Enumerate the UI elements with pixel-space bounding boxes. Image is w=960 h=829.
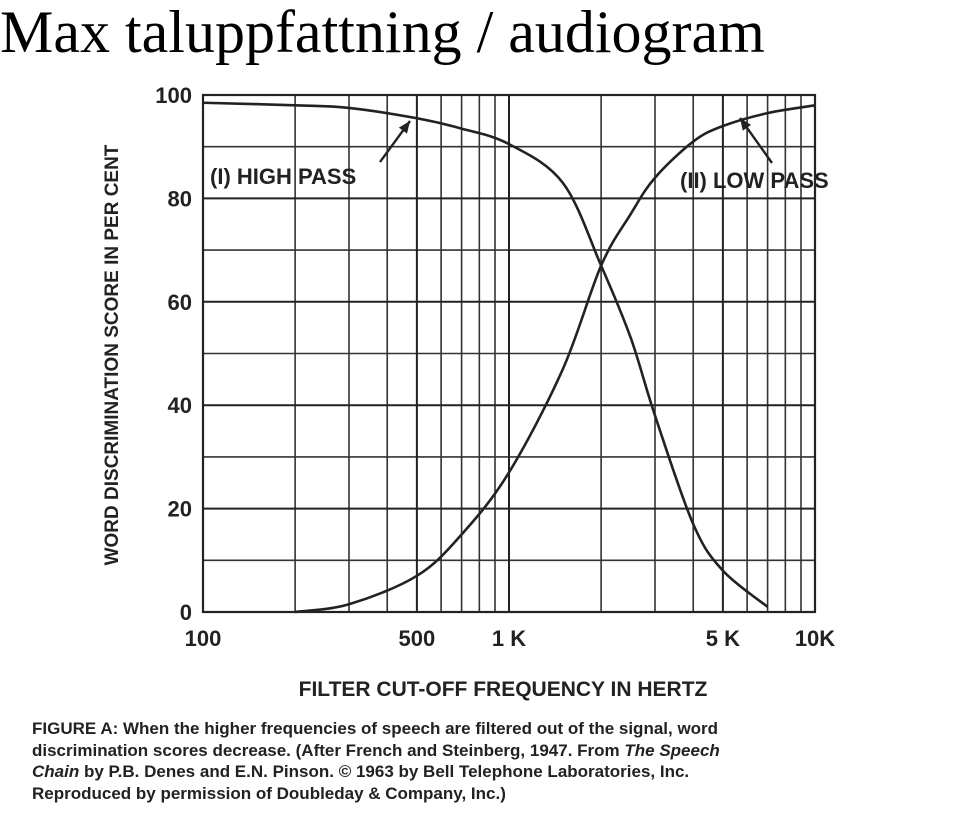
caption-text: Chain [32, 762, 80, 781]
y-tick-label: 20 [168, 497, 192, 522]
x-tick-label: 10K [795, 626, 835, 651]
plot-frame [201, 93, 817, 614]
caption-text: FIGURE A: When the higher frequencies of… [32, 719, 719, 738]
x-tick-label: 1 K [492, 626, 526, 651]
arrow-head [740, 118, 752, 131]
caption-text: by P.B. Denes and E.N. Pinson. © 1963 by… [79, 762, 690, 781]
caption-line: Chain by P.B. Denes and E.N. Pinson. © 1… [32, 761, 720, 783]
caption: FIGURE A: When the higher frequencies of… [32, 718, 720, 804]
x-tick-label: 5 K [706, 626, 740, 651]
caption-text: Reproduced by permission of Doubleday & … [32, 783, 506, 803]
caption-text: The Speech [624, 740, 720, 760]
caption-line: discrimination scores decrease. (After F… [32, 740, 720, 762]
y-tick-label: 60 [168, 290, 192, 315]
caption-line: FIGURE A: When the higher frequencies of… [32, 718, 720, 740]
y-tick-label: 80 [168, 186, 192, 211]
y-tick-label: 0 [180, 600, 192, 625]
caption-line: Reproduced by permission of Doubleday & … [32, 783, 720, 805]
arrow-head [398, 121, 410, 134]
series-label: (I) HIGH PASS [210, 164, 356, 189]
chart: Max taluppfattning / audiogram FILTER CU… [0, 0, 835, 701]
line-series [294, 104, 816, 614]
x-tick-label: 500 [399, 626, 436, 651]
x-tick-label: 100 [185, 626, 222, 651]
caption-text: discrimination scores decrease. (After F… [32, 740, 625, 760]
x-axis-label: FILTER CUT-OFF FREQUENCY IN HERTZ [299, 678, 708, 701]
series-label: (II) LOW PASS [680, 168, 829, 193]
y-axis-label: WORD DISCRIMINATION SCORE IN PER CENT [102, 144, 123, 565]
y-tick-label: 40 [168, 393, 192, 418]
line-series [202, 101, 769, 608]
chart-title: Max taluppfattning / audiogram [0, 0, 765, 65]
y-tick-label: 100 [155, 83, 192, 108]
